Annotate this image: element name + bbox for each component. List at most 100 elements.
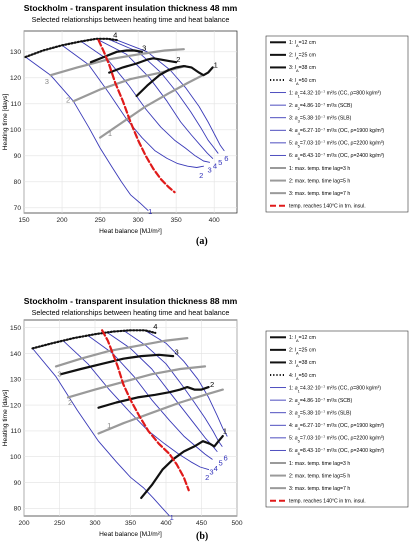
legend-label-a4: 4: a4=6.27·10⁻⁷ m²/s (OC, ρ=1900 kg/m³) [289,128,384,136]
curve-label: 4 [153,322,157,331]
series-line-a5 [107,38,219,154]
series-line-a5 [122,329,223,447]
series-group [24,37,225,211]
x-tick-label: 200 [57,217,68,224]
series-line-g2 [66,365,207,399]
curve-label: 3 [207,166,211,175]
chart-a: Stockholm - transparent insulation thick… [2,3,409,235]
legend-label-a4: 4: a4=6.27·10⁻⁷ m²/s (OC, ρ=1900 kg/m³) [289,423,384,431]
curve-label: 2 [66,95,70,104]
legend-label-a3: 3: a3=5.38·10⁻⁷ m²/s (SLB) [289,411,352,419]
x-tick-label: 500 [231,520,242,527]
x-tick-label: 300 [133,217,144,224]
legend-label-g2: 2: max. temp. time lag=5 h [289,473,350,479]
legend-label-a6: 6: a6=8.43·10⁻⁷ m²/s (OC, ρ=2400 kg/m³) [289,448,384,456]
x-tick-label: 350 [125,520,136,527]
series-line-tl2 [97,386,210,409]
x-tick-label: 200 [18,520,29,527]
legend-box [265,330,409,508]
series-line-tl1 [140,435,224,499]
x-tick-label: 400 [160,520,171,527]
y-tick-label: 70 [14,205,22,212]
chart-title: Stockholm - transparent insulation thick… [24,296,238,306]
series-group [31,329,228,516]
series-line-tl1 [135,65,214,98]
series-line-a3 [87,335,213,460]
chart-subtitle: Selected relationships between heating t… [32,308,230,317]
y-tick-label: 120 [10,402,21,409]
curve-label: 4 [113,30,117,39]
legend-label-g1: 1: max. temp. time lag=3 h [289,166,350,172]
legend-label-g1: 1: max. temp. time lag=3 h [289,461,350,467]
legend-label-temp: temp. reaches 140°C in trn. insul. [289,499,366,505]
y-tick-label: 80 [14,179,22,186]
legend-label-tl3: 3: lA=38 cm [289,360,316,368]
curve-label: 2 [68,398,72,407]
curve-label: 2 [205,473,209,482]
y-tick-label: 90 [14,153,22,160]
series-line-a3 [80,40,211,163]
x-tick-label: 150 [18,217,29,224]
y-tick-label: 110 [10,428,21,435]
legend-label-a1: 1: a1=4.32·10⁻⁷ m²/s (CC, ρ=800 kg/m³) [289,385,381,393]
legend-label-a3: 3: a3=5.38·10⁻⁷ m²/s (SLB) [289,116,352,124]
series-line-a4 [95,38,214,159]
curve-label: 4 [213,162,217,171]
legend-box [265,35,409,213]
series-line-tl3 [59,353,175,376]
x-tick-label: 400 [209,217,220,224]
legend-label-a5: 5: a5=7.03·10⁻⁷ m²/s (OC, ρ=2200 kg/m³) [289,436,384,444]
legend-label-tl2: 2: lA=25 cm [289,53,316,61]
curve-label: 2 [210,380,214,389]
series-line-a1 [32,347,171,516]
legend-label-a2: 2: a2=4.86·10⁻⁷ m²/s (SCB) [289,398,353,406]
series-line-tl2 [108,57,178,74]
curve-label: 4 [214,464,218,473]
curve-label: 1 [214,60,218,69]
legend-label-temp: temp. reaches 140°C in trn. insul. [289,204,366,210]
legend-label-g2: 2: max. temp. time lag=5 h [289,178,350,184]
legend-label-g3: 3: max. temp. time lag=7 h [289,191,350,197]
curve-label: 3 [57,370,61,379]
curve-label: 1 [170,513,174,522]
curve-label: 1 [107,421,111,430]
x-tick-label: 450 [196,520,207,527]
y-tick-label: 90 [14,480,22,487]
legend-label-tl3: 3: lA=38 cm [289,65,316,73]
chart-subtitle: Selected relationships between heating t… [32,15,230,24]
caption-b: (b) [196,531,209,542]
curve-label: 3 [209,468,213,477]
x-tick-label: 250 [54,520,65,527]
series-line-temp [97,39,176,194]
x-tick-label: 350 [171,217,182,224]
series-line-a2 [61,44,204,168]
series-line-tl4 [24,37,118,59]
curve-label: 5 [219,459,223,468]
chart-title: Stockholm - transparent insulation thick… [24,3,238,13]
curve-label: 2 [199,171,203,180]
x-tick-label: 300 [89,520,100,527]
series-line-g3 [49,48,185,77]
y-axis-label: Heating time [days] [2,94,9,151]
series-line-tl3 [89,49,143,64]
series-line-temp [101,329,190,492]
curve-label: 3 [142,43,146,52]
y-tick-label: 80 [14,506,22,513]
series-line-a2 [62,340,210,471]
curve-label: 1 [148,207,152,216]
series-line-g3 [54,337,189,368]
x-axis-label: Heat balance [MJ/m²] [99,228,162,235]
legend-label-a6: 6: a6=8.43·10⁻⁷ m²/s (OC, ρ=2400 kg/m³) [289,153,384,161]
series-line-g1 [99,74,204,139]
x-axis-label: Heat balance [MJ/m²] [99,531,162,538]
series-line-a1 [25,56,149,211]
y-axis-label: Heating time [days] [2,390,9,447]
x-tick-label: 250 [95,217,106,224]
chart-b: Stockholm - transparent insulation thick… [2,296,409,538]
legend-label-tl4: 4: lA=50 cm [289,78,316,86]
y-tick-label: 100 [10,127,21,134]
legend-label-a5: 5: a5=7.03·10⁻⁷ m²/s (OC, ρ=2200 kg/m³) [289,141,384,149]
legend-label-tl4: 4: lA=50 cm [289,373,316,381]
legend-label-tl1: 1: lA=12 cm [289,40,316,48]
y-tick-label: 110 [10,101,21,108]
